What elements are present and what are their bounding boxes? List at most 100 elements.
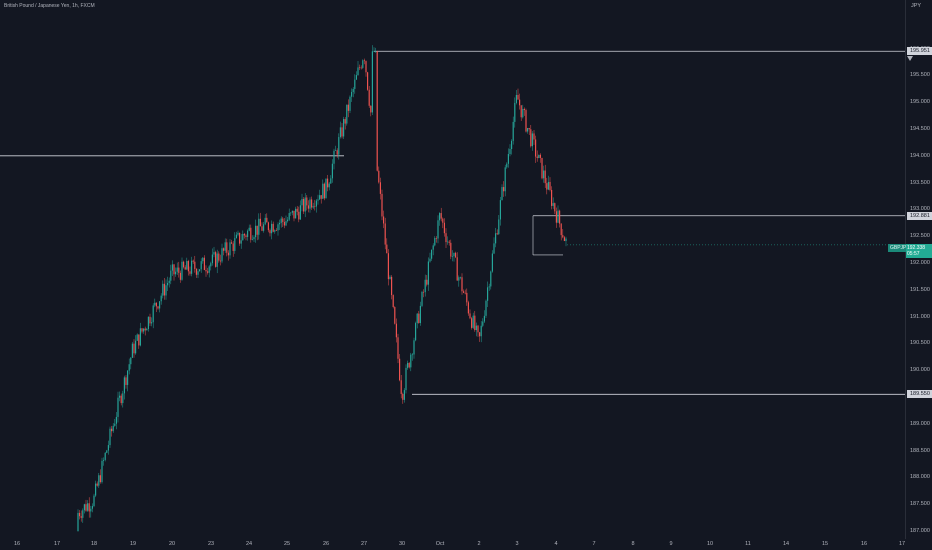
- candle-body: [437, 220, 439, 239]
- candle-body: [106, 450, 108, 453]
- time-tick: 23: [207, 541, 215, 547]
- candle-body: [491, 253, 493, 272]
- candle-body: [194, 261, 196, 270]
- candle-body: [311, 199, 313, 208]
- candle-body: [407, 362, 409, 368]
- candle-body: [527, 128, 529, 132]
- candle-body: [509, 149, 511, 155]
- candle-body: [139, 328, 141, 346]
- candle-body: [498, 219, 500, 235]
- candle-body: [339, 127, 341, 138]
- candle-body: [496, 233, 498, 235]
- candle-body: [208, 266, 210, 273]
- candle-body: [429, 258, 431, 262]
- candle-body: [546, 183, 548, 190]
- candle-body: [306, 197, 308, 206]
- candle-body: [245, 235, 247, 237]
- candle-body: [503, 187, 505, 192]
- time-tick: 3: [515, 541, 519, 547]
- candle-body: [147, 316, 149, 330]
- price-tick: 190.000: [910, 367, 930, 374]
- candle-body: [519, 99, 521, 106]
- candle-body: [131, 343, 133, 358]
- candle-body: [91, 506, 93, 509]
- price-tick: 193.500: [910, 179, 930, 186]
- candle-body: [314, 206, 316, 207]
- candle-body: [376, 51, 378, 171]
- candle-body: [480, 325, 482, 337]
- candle-body: [99, 475, 101, 483]
- price-levels: [0, 50, 905, 395]
- candle-body: [231, 242, 233, 244]
- candle-body: [346, 104, 348, 124]
- candle-body: [386, 244, 388, 254]
- candle-body: [392, 295, 394, 308]
- candle-body: [133, 343, 135, 354]
- candle-body: [250, 227, 252, 240]
- candle-body: [165, 285, 167, 296]
- candle-body: [533, 133, 535, 140]
- candle-body: [467, 302, 469, 314]
- candle-body: [552, 203, 554, 206]
- candle-body: [253, 237, 255, 240]
- candle-body: [269, 230, 271, 234]
- candle-body: [544, 170, 546, 184]
- candle-body: [389, 276, 391, 280]
- candle-body: [107, 445, 109, 451]
- candle-body: [279, 222, 281, 225]
- candle-body: [495, 233, 497, 244]
- candle-body: [168, 280, 170, 283]
- candle-body: [159, 301, 161, 309]
- candle-body: [115, 416, 117, 424]
- candle-body: [384, 223, 386, 245]
- candle-body: [517, 94, 519, 100]
- candle-body: [447, 241, 449, 243]
- candle-body: [290, 212, 292, 214]
- candle-body: [309, 199, 311, 209]
- candle-body: [176, 267, 178, 272]
- time-tick: 17: [898, 541, 906, 547]
- candle-body: [266, 217, 268, 223]
- candle-body: [535, 139, 537, 157]
- candle-body: [394, 307, 396, 324]
- candle-body: [125, 377, 127, 385]
- candle-body: [426, 279, 428, 285]
- candle-body: [439, 213, 441, 221]
- time-tick: 27: [360, 541, 368, 547]
- time-tick: Oct: [435, 541, 445, 547]
- candle-body: [362, 60, 364, 68]
- candle-body: [304, 197, 306, 212]
- candle-body: [418, 313, 420, 324]
- currency-label[interactable]: JPY: [911, 3, 922, 9]
- candle-body: [187, 261, 189, 272]
- candle-body: [104, 452, 106, 460]
- candle-body: [135, 340, 137, 354]
- candle-body: [504, 167, 506, 192]
- candle-body: [242, 233, 244, 241]
- candle-body: [203, 257, 205, 271]
- price-tick: 187.000: [910, 528, 930, 534]
- candle-body: [263, 224, 265, 231]
- candle-body: [322, 183, 324, 199]
- candle-body: [301, 199, 303, 206]
- candle-body: [352, 88, 354, 93]
- candle-body: [488, 286, 490, 288]
- candle-body: [383, 216, 385, 224]
- time-tick: 19: [129, 541, 137, 547]
- candle-body: [149, 316, 151, 324]
- candle-body: [507, 154, 509, 164]
- candle-body: [178, 267, 180, 273]
- candle-body: [336, 150, 338, 155]
- candle-body: [82, 510, 84, 518]
- time-tick: 16: [860, 541, 868, 547]
- candle-body: [397, 337, 399, 359]
- candle-body: [387, 253, 389, 280]
- candle-body: [229, 242, 231, 256]
- candle-body: [239, 232, 241, 244]
- candle-body: [419, 305, 421, 324]
- candle-body: [463, 291, 465, 293]
- candle-body: [122, 393, 124, 404]
- candle-body: [211, 254, 213, 264]
- time-tick: 20: [168, 541, 176, 547]
